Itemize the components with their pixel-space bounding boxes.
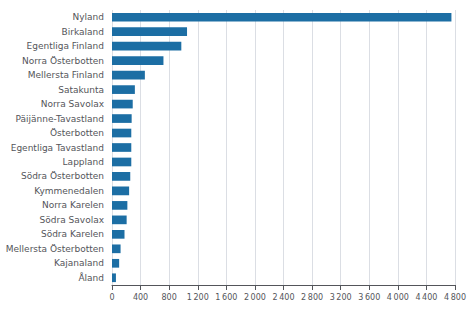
svg-text:3 200: 3 200 xyxy=(330,293,352,302)
svg-text:Mellersta Finland: Mellersta Finland xyxy=(28,70,104,80)
svg-text:Södra Österbotten: Södra Österbotten xyxy=(21,171,104,181)
svg-text:Mellersta Österbotten: Mellersta Österbotten xyxy=(6,244,104,254)
svg-text:1 200: 1 200 xyxy=(187,293,209,302)
svg-text:Österbotten: Österbotten xyxy=(50,128,104,138)
svg-text:400: 400 xyxy=(133,293,148,302)
svg-text:Norra Karelen: Norra Karelen xyxy=(42,200,104,210)
svg-text:Kajanaland: Kajanaland xyxy=(54,258,104,268)
svg-text:Satakunta: Satakunta xyxy=(58,85,104,95)
svg-text:1 600: 1 600 xyxy=(215,293,237,302)
svg-text:Päijänne-Tavastland: Päijänne-Tavastland xyxy=(16,114,104,124)
svg-text:Kymmenedalen: Kymmenedalen xyxy=(34,186,104,196)
svg-text:Åland: Åland xyxy=(78,272,104,283)
svg-text:2 000: 2 000 xyxy=(244,293,266,302)
svg-text:3 600: 3 600 xyxy=(358,293,380,302)
svg-text:Södra Savolax: Södra Savolax xyxy=(40,215,105,225)
svg-text:Södra Karelen: Södra Karelen xyxy=(41,229,104,239)
svg-text:Norra Österbotten: Norra Österbotten xyxy=(22,56,104,66)
svg-text:Norra Savolax: Norra Savolax xyxy=(41,99,105,109)
svg-text:Lappland: Lappland xyxy=(63,157,104,167)
svg-text:0: 0 xyxy=(109,293,114,302)
svg-text:4 000: 4 000 xyxy=(387,293,409,302)
svg-text:4 400: 4 400 xyxy=(415,293,437,302)
svg-text:Birkaland: Birkaland xyxy=(62,27,104,37)
svg-text:2 800: 2 800 xyxy=(301,293,323,302)
svg-text:800: 800 xyxy=(162,293,177,302)
svg-text:4 800: 4 800 xyxy=(444,293,466,302)
svg-text:Egentliga Finland: Egentliga Finland xyxy=(27,41,104,51)
svg-text:Egentliga Tavastland: Egentliga Tavastland xyxy=(11,143,104,153)
svg-text:2 400: 2 400 xyxy=(273,293,295,302)
svg-text:Nyland: Nyland xyxy=(73,12,105,22)
